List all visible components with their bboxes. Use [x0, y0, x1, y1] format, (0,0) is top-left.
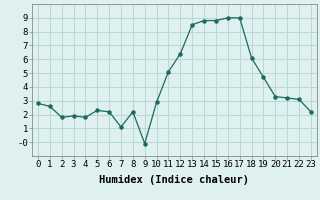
X-axis label: Humidex (Indice chaleur): Humidex (Indice chaleur) [100, 175, 249, 185]
